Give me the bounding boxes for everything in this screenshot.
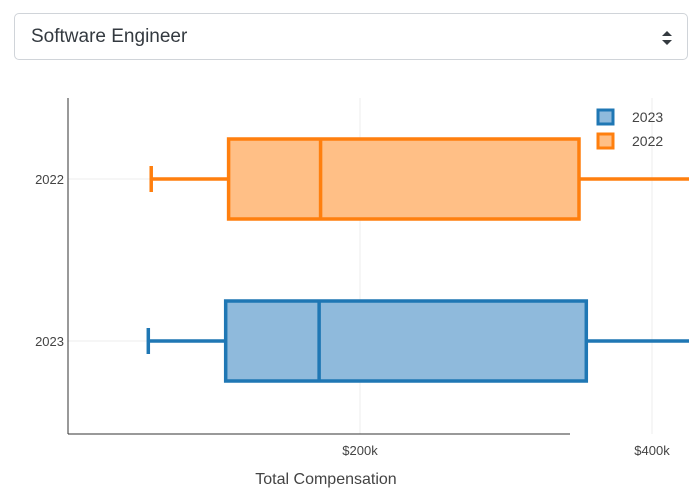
axes: $200k$400k$600k20232022: [35, 98, 670, 458]
x-axis-title: Total Compensation: [255, 471, 396, 488]
box-plot-2022: [149, 137, 689, 221]
box-plot-2023: [146, 299, 689, 383]
legend-swatch-2023: [596, 108, 615, 126]
legend[interactable]: 2023 2022: [596, 108, 663, 150]
legend-label-2023: 2023: [632, 109, 663, 125]
iqr-box-2023: [223, 299, 589, 383]
legend-label-2022: 2022: [632, 133, 663, 149]
x-tick-label: $200k: [342, 443, 378, 458]
x-tick-label: $400k: [634, 443, 670, 458]
y-tick-label: 2023: [35, 334, 64, 349]
iqr-box-2022: [226, 137, 581, 221]
up-down-chevron-icon: [662, 31, 672, 45]
legend-item-2022[interactable]: 2022: [596, 132, 663, 150]
box-plots: [146, 137, 689, 383]
role-select-value: Software Engineer: [31, 26, 188, 47]
role-select[interactable]: Software Engineer: [14, 13, 688, 60]
legend-item-2023[interactable]: 2023: [596, 108, 663, 126]
y-tick-label: 2022: [35, 172, 64, 187]
legend-swatch-2022: [596, 132, 615, 150]
